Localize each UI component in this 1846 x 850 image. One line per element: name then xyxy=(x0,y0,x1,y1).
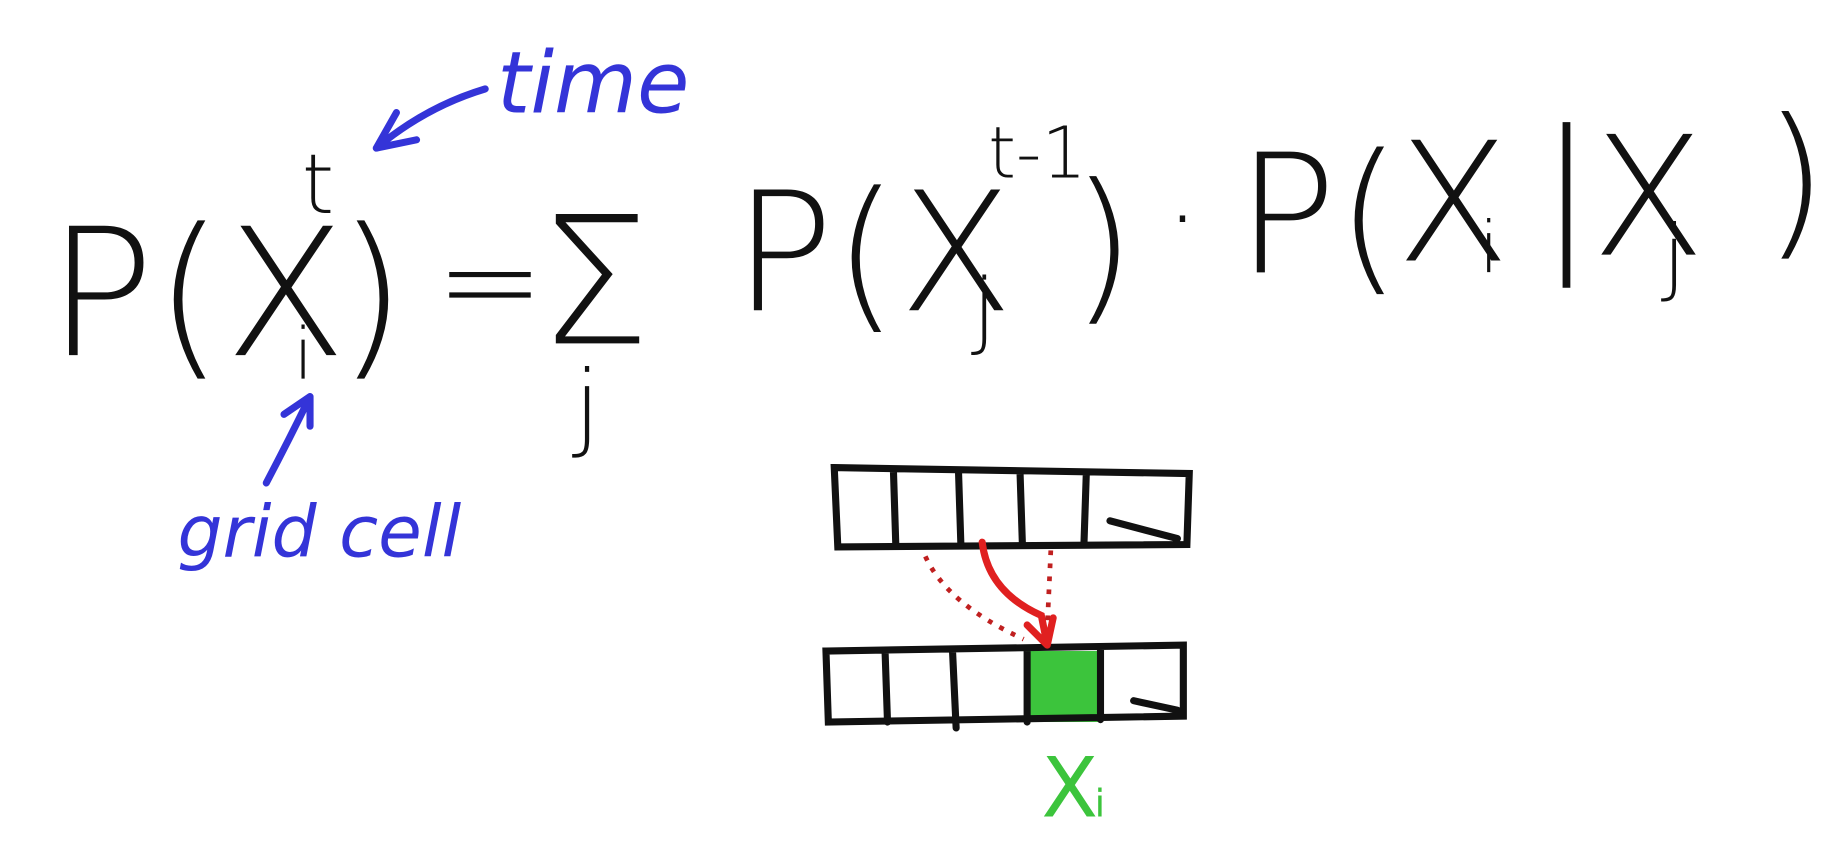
formula-token: ) xyxy=(1763,84,1828,277)
formula-token: X xyxy=(225,190,347,397)
transition-arrow xyxy=(978,538,1057,649)
formula-token: X xyxy=(1592,102,1705,295)
grid-bottom xyxy=(822,641,1187,732)
formula-subscript: i xyxy=(1479,206,1499,289)
formula-superscript: t xyxy=(302,136,334,233)
arrow-grid-cell xyxy=(262,393,314,487)
formula-superscript: t-1 xyxy=(988,112,1087,195)
grid-top-lines xyxy=(830,463,1193,551)
formula-token: P( xyxy=(47,190,223,397)
grid-top xyxy=(830,463,1193,551)
formula-token: P( xyxy=(734,157,899,350)
arrow-time xyxy=(372,85,489,152)
formula-subscript: j xyxy=(971,260,996,357)
highlighted-cell xyxy=(1027,651,1101,723)
formula-subscript: j xyxy=(572,351,600,461)
formula-token: ) xyxy=(337,190,406,397)
formula-token: Σ xyxy=(538,178,650,385)
annotation-grid-cell: grid cell xyxy=(178,490,462,573)
cell-label-subscript: i xyxy=(1095,782,1106,826)
formula-token: X xyxy=(899,157,1012,350)
formula-token: · xyxy=(1166,157,1200,281)
grid-bottom-lines xyxy=(822,641,1187,732)
formula-token: | xyxy=(1538,96,1594,289)
formula: P( X t i ) = Σ j P( X t-1 j ) · P( X i |… xyxy=(47,84,1827,461)
formula-token: P( xyxy=(1237,119,1402,312)
cell-label: X xyxy=(1041,740,1098,837)
formula-token: = xyxy=(435,205,544,357)
formula-token: ) xyxy=(1071,149,1136,342)
formula-subscript: j xyxy=(1661,207,1686,304)
formula-subscript: i xyxy=(293,313,313,396)
formula-token: X xyxy=(1396,108,1509,301)
annotation-time: time xyxy=(497,35,689,134)
